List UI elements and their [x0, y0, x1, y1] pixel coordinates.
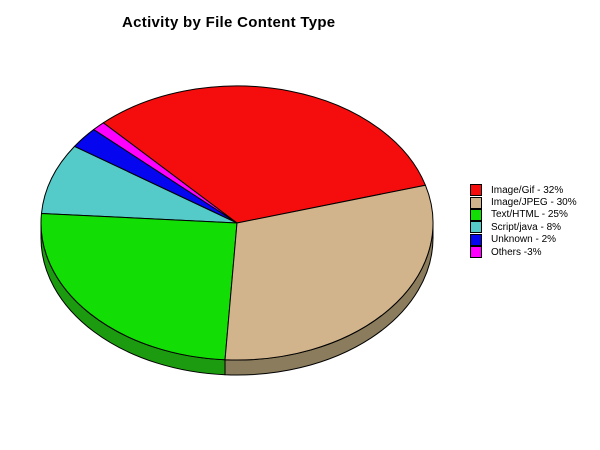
- legend-label: Text/HTML - 25%: [491, 209, 568, 221]
- legend-swatch-icon: [470, 196, 482, 209]
- legend-item-image-jpeg: Image/JPEG - 30%: [470, 196, 577, 209]
- legend-item-script-java: Script/java - 8%: [470, 221, 577, 234]
- legend-label: Others -3%: [491, 246, 542, 258]
- legend-swatch-icon: [470, 208, 482, 221]
- legend-item-others: Others -3%: [470, 246, 577, 259]
- legend-label: Image/JPEG - 30%: [491, 197, 577, 209]
- legend-swatch-icon: [470, 221, 482, 234]
- pie-slice-image-jpeg: [224, 184, 434, 361]
- pie-slice-script-java: [40, 145, 238, 224]
- legend: Image/Gif - 32% Image/JPEG - 30% Text/HTML…: [470, 184, 577, 259]
- legend-swatch-icon: [470, 184, 482, 197]
- legend-item-unknown: Unknown - 2%: [470, 233, 577, 246]
- legend-item-image-gif: Image/Gif - 32%: [470, 184, 577, 197]
- chart-title: Activity by File Content Type: [122, 14, 336, 31]
- legend-label: Unknown - 2%: [491, 234, 557, 246]
- legend-label: Image/Gif - 32%: [491, 184, 564, 196]
- pie-slice-image-gif: [102, 85, 426, 224]
- pie-slice-text-html: [40, 212, 238, 361]
- legend-swatch-icon: [470, 246, 482, 259]
- legend-swatch-icon: [470, 233, 482, 246]
- legend-label: Script/java - 8%: [491, 221, 562, 233]
- legend-item-text-html: Text/HTML - 25%: [470, 208, 577, 221]
